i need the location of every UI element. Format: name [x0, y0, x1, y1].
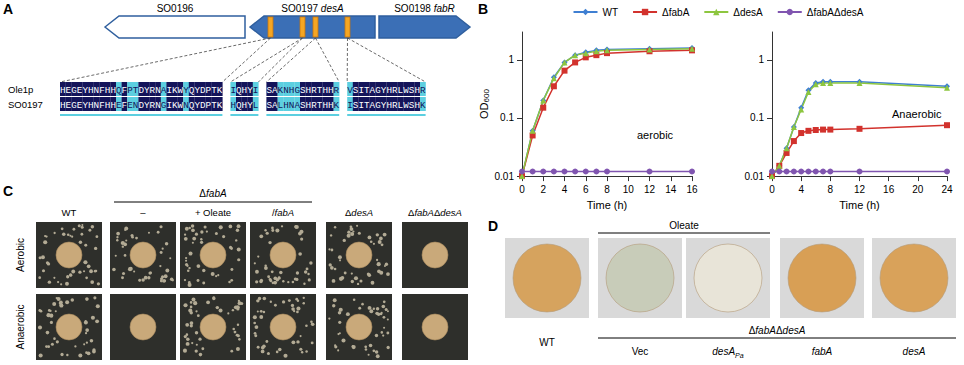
svg-text:0: 0 — [769, 184, 775, 195]
svg-text:ΔfabA: ΔfabA — [662, 7, 690, 18]
svg-text:fabA: fabA — [812, 346, 833, 357]
svg-text:ΔdesA: ΔdesA — [733, 7, 763, 18]
svg-text:L: L — [253, 100, 259, 111]
svg-text:16: 16 — [686, 184, 698, 195]
svg-text:R: R — [420, 85, 426, 96]
svg-text:4: 4 — [562, 184, 568, 195]
svg-text:WT: WT — [539, 337, 555, 348]
svg-text:1: 1 — [508, 54, 514, 65]
svg-text:14: 14 — [665, 184, 677, 195]
svg-text:4: 4 — [798, 184, 804, 195]
svg-text:SO0196: SO0196 — [157, 3, 194, 14]
svg-text:0: 0 — [519, 184, 525, 195]
svg-text:SO0197 desA: SO0197 desA — [281, 3, 344, 14]
svg-text:SO0197: SO0197 — [8, 99, 43, 110]
svg-text:Aerobic: Aerobic — [15, 238, 26, 272]
svg-text:Ole1p: Ole1p — [8, 84, 33, 95]
svg-text:1: 1 — [758, 54, 764, 65]
svg-text:WT: WT — [603, 7, 619, 18]
svg-text:ΔfabAΔdesA: ΔfabAΔdesA — [749, 325, 806, 336]
svg-text:–: – — [140, 207, 146, 218]
html-text:I S I T A G Y H R L W S H: I S I T A G Y H R L W S H — [347, 99, 420, 111]
svg-text:OD: OD — [478, 102, 490, 119]
svg-text:10: 10 — [623, 184, 635, 195]
html-text:I Q H Y: I Q H Y — [230, 84, 253, 96]
svg-text:12: 12 — [644, 184, 656, 195]
html-text:V S I T A G Y H R L W S H: V S I T A G Y H R L W S H — [347, 84, 420, 96]
svg-text:12: 12 — [854, 184, 866, 195]
svg-text:Anaerobic: Anaerobic — [892, 108, 942, 120]
svg-text:Time (h): Time (h) — [839, 199, 880, 211]
svg-text:24: 24 — [941, 184, 953, 195]
svg-text:20: 20 — [912, 184, 924, 195]
svg-text:8: 8 — [604, 184, 610, 195]
html-text:S A K N H G S H R T H H: S A K N H G S H R T H H — [266, 84, 334, 96]
svg-text:SO0198 fabR: SO0198 fabR — [394, 3, 455, 14]
svg-text:ΔdesA: ΔdesA — [345, 207, 373, 218]
svg-text:0.1: 0.1 — [750, 112, 764, 123]
svg-text:0.01: 0.01 — [745, 171, 765, 182]
html-text:H E G E Y H N F H H Q F P T D: H E G E Y H N F H H Q F P T D Y R N A I … — [60, 84, 217, 96]
svg-text:Anaerobic: Anaerobic — [15, 304, 26, 349]
svg-text:Time (h): Time (h) — [587, 199, 628, 211]
svg-text:K: K — [334, 100, 340, 111]
svg-text:ΔfabA: ΔfabA — [199, 188, 227, 199]
svg-text:R: R — [334, 85, 340, 96]
html-text:H Q H Y: H Q H Y — [230, 99, 253, 111]
svg-text:ΔfabAΔdesA: ΔfabAΔdesA — [408, 207, 462, 218]
svg-text:Vec: Vec — [632, 346, 649, 357]
svg-text:600: 600 — [482, 89, 491, 103]
svg-text:I: I — [253, 85, 259, 96]
svg-text:WT: WT — [62, 207, 77, 218]
svg-text:8: 8 — [828, 184, 834, 195]
svg-text:desA: desA — [903, 346, 926, 357]
svg-text:Oleate: Oleate — [669, 220, 699, 231]
svg-text:16: 16 — [883, 184, 895, 195]
svg-text:6: 6 — [583, 184, 589, 195]
svg-text:2: 2 — [540, 184, 546, 195]
svg-text:K: K — [217, 100, 223, 111]
svg-text:0.1: 0.1 — [500, 112, 514, 123]
svg-text:desAPa: desAPa — [712, 346, 743, 359]
svg-text:ΔfabAΔdesA: ΔfabAΔdesA — [807, 7, 864, 18]
svg-text:C: C — [3, 183, 13, 199]
svg-text:0.01: 0.01 — [495, 171, 515, 182]
svg-text:+ Oleate: + Oleate — [195, 207, 231, 218]
svg-text:K: K — [420, 100, 426, 111]
svg-text:D: D — [488, 218, 498, 234]
html-text:H E G E Y H N F H H E F E N D: H E G E Y H N F H H E F E N D Y R N G I … — [60, 99, 217, 111]
html-text:S A L H N A S H R T H H: S A L H N A S H R T H H — [266, 99, 334, 111]
svg-text:A: A — [3, 1, 13, 17]
svg-text:K: K — [217, 85, 223, 96]
svg-text:aerobic: aerobic — [637, 129, 674, 141]
svg-text:B: B — [478, 1, 488, 17]
svg-text:/fabA: /fabA — [272, 207, 294, 218]
